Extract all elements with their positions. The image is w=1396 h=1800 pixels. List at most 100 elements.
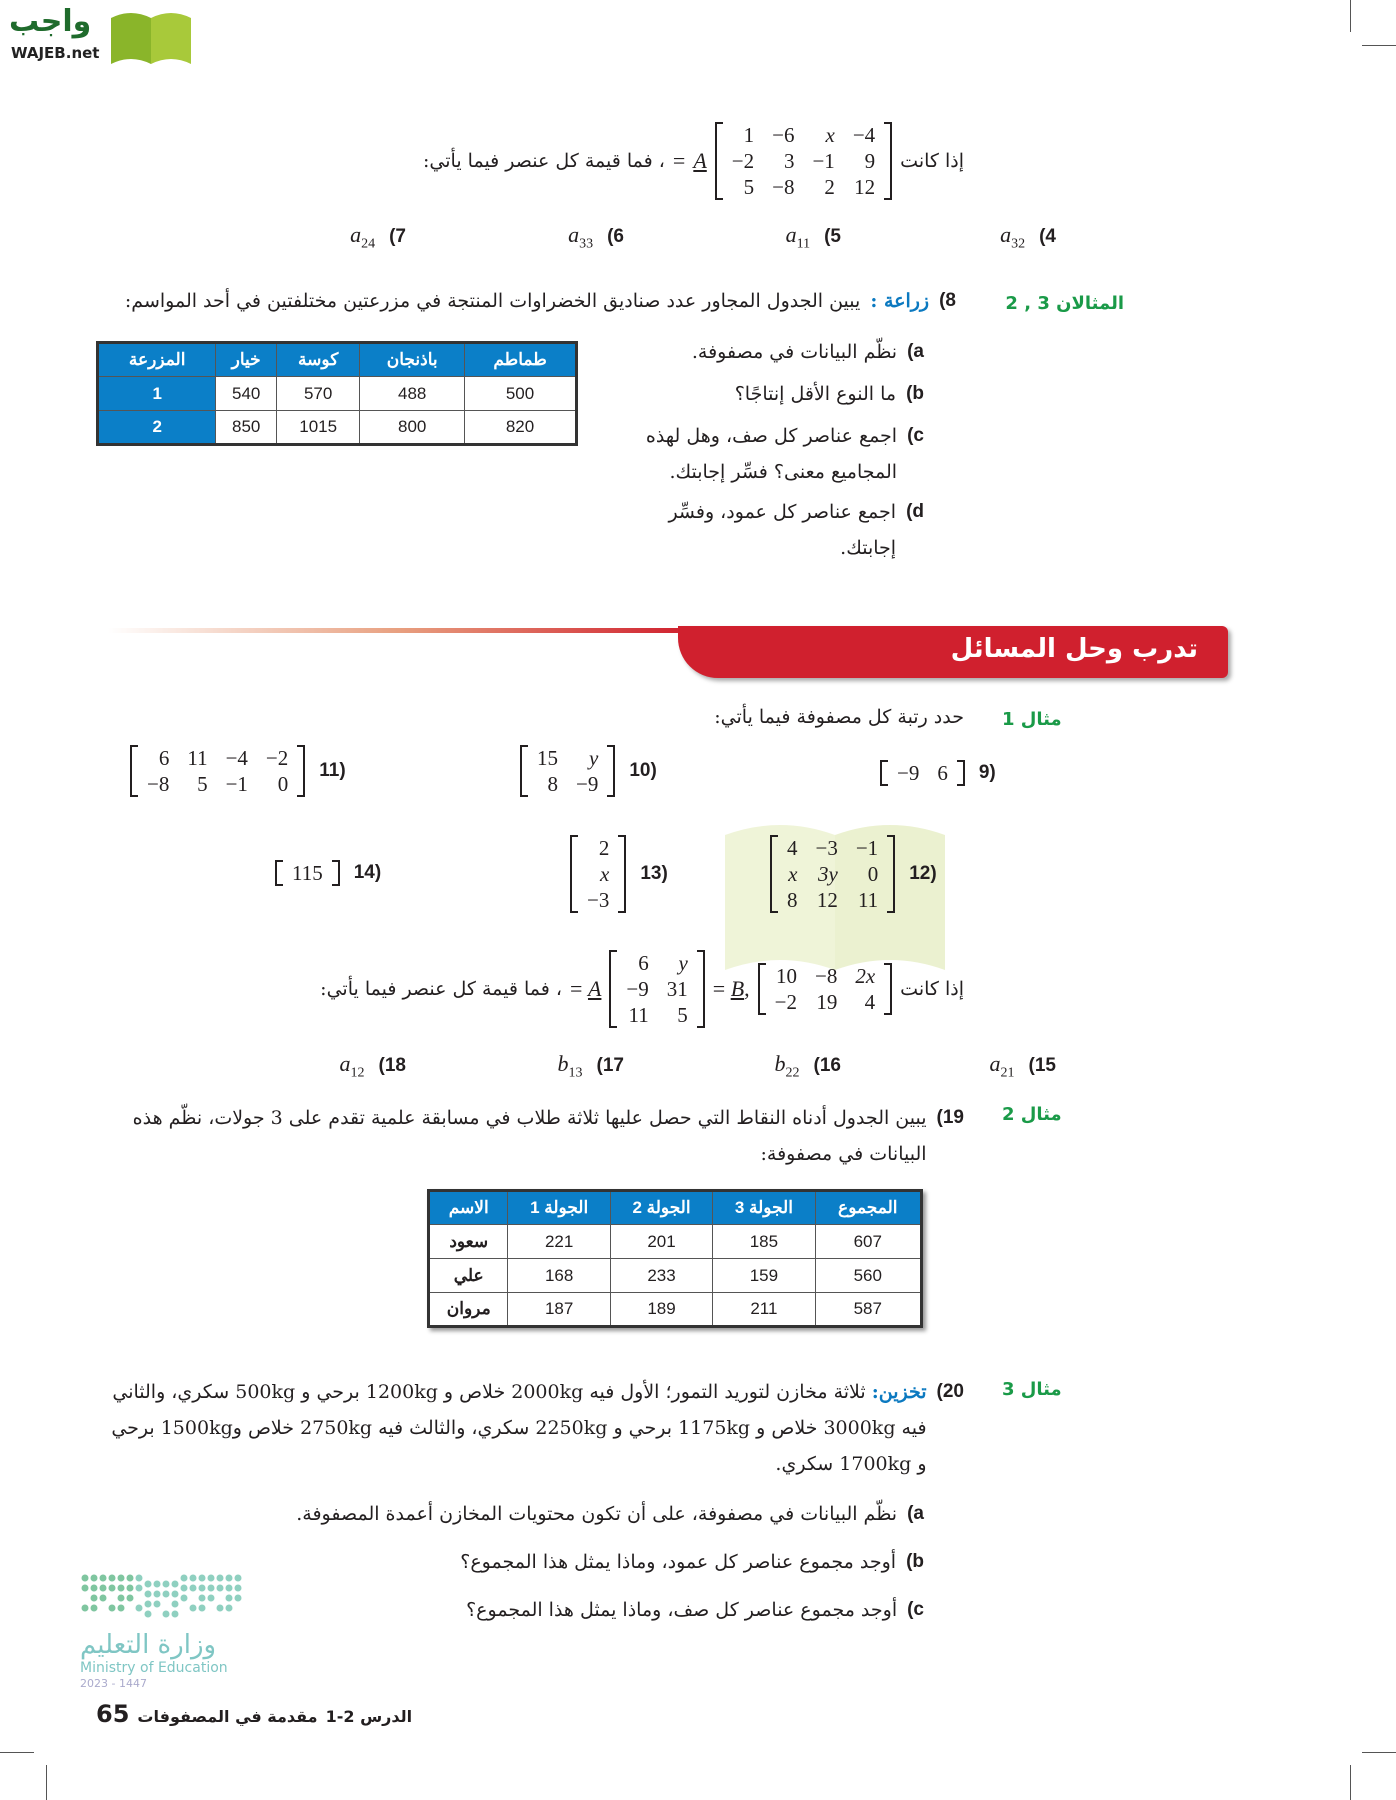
table-cell: 211 [712,1292,816,1327]
table-cell: 587 [814,1292,923,1327]
matrix-cell: 5 [743,175,755,199]
matrix-cell: 6 [937,761,948,785]
dot [180,1584,188,1592]
matrix-cell: x [788,862,798,886]
dot [171,1590,179,1598]
element-var: a [339,1051,351,1076]
dot [99,1594,107,1602]
problem-text: يبين الجدول المجاور عدد صناديق الخضراوات… [124,290,861,312]
table-header: المزرعة [96,342,217,377]
matrix-cell: 19 [816,990,838,1014]
element-var: b [557,1051,569,1076]
element-subscript: 11 [796,236,811,252]
matrix-cell: −2 [731,149,755,173]
exercise-item: 18) a12 [340,1051,406,1081]
part-label: c) [907,1599,924,1620]
problem-text: ثلاثة مخازن لتوريد التمور؛ الأول فيه 200… [111,1381,927,1475]
table-cell: 850 [215,410,278,445]
matrix-cell: −2 [265,746,289,770]
dot [216,1584,224,1592]
element-subscript: 21 [1000,1065,1015,1081]
table-cell: 1015 [276,410,361,445]
part-text: أوجد مجموع عناصر كل عمود، وماذا يمثل هذا… [460,1551,897,1573]
table-cell: 1 [96,376,217,411]
dot [117,1594,125,1602]
table-cell: 800 [359,410,466,445]
dot [189,1604,197,1612]
element-var: a [785,222,797,247]
table-cell: 159 [712,1258,816,1293]
dot [171,1600,179,1608]
dot [171,1610,179,1618]
table-header: كوسة [276,342,361,377]
exercise-item: 5) a11 [786,222,841,252]
dot [153,1580,161,1588]
element-var: a [989,1051,1001,1076]
dot [81,1574,89,1582]
problem-topic: تخزين: [871,1381,927,1403]
item-number: 13) [640,863,668,884]
matrix-a: 1 −6 x −4 −2 3 −1 9 5 −8 2 12 [714,122,893,200]
matrix-cell: 4 [864,990,876,1014]
matrix-cell: 5 [197,772,208,796]
matrix-cell: 115 [292,861,323,885]
page-number: 65 [96,1700,130,1728]
matrix-m11: 6 11 −4 −2 −8 5 −1 0 11) [130,745,346,797]
table-header: الجولة 2 [609,1190,714,1225]
var-b: B [730,976,745,1001]
matrix-cell: −6 [772,123,795,147]
dot [189,1584,197,1592]
item-number: 18) [378,1055,406,1076]
dot [153,1590,161,1598]
matrix-cell: 5 [677,1003,688,1027]
matrix-cell: 2 [598,836,610,860]
intro-suffix: ، فما قيمة كل عنصر فيما يأتي: [320,978,563,1000]
table-cell: 500 [464,376,577,411]
item-number: 11) [319,760,346,781]
dot [198,1584,206,1592]
dot [117,1574,125,1582]
dot [90,1604,98,1612]
table-cell: 221 [507,1224,611,1259]
dot [180,1594,188,1602]
part-text: نظّم البيانات في مصفوفة، على أن تكون محت… [296,1503,898,1525]
dot [162,1590,170,1598]
item-number: 16) [813,1055,841,1076]
part-label: b) [906,383,924,404]
matrix-cell: −9 [897,761,920,785]
problem-8: 8) زراعة : يبين الجدول المجاور عدد صنادي… [56,290,956,312]
matrix-m13: 2 x −3 13) [570,835,668,913]
part-label: b) [906,1551,924,1572]
dot [162,1580,170,1588]
matrix-cell: 6 [638,951,649,975]
part-label: d) [906,501,924,522]
matrix-cell: −1 [812,149,835,173]
table-cell: 168 [507,1258,611,1293]
matrix-cell: 1 [743,123,755,147]
item-number: 9) [978,762,996,783]
matrix-cell: −4 [225,746,248,770]
matrix-m12: 4 −3 −1 x 3y 0 8 12 11 12) [770,835,937,913]
matrix-cell: 11 [628,1003,649,1027]
matrix-cell: 2 [824,175,835,199]
part-text: اجمع عناصر كل صف، وهل لهذه المجاميع معنى… [645,425,898,483]
item-number: 14) [353,862,382,883]
crop-mark [1362,1752,1396,1753]
table-cell: 2 [96,410,217,445]
dot [144,1610,152,1618]
matrix-b: 10 −8 2x −2 19 4 [757,963,893,1015]
matrix-cell: −8 [814,964,838,988]
dot [117,1604,125,1612]
part-label: a) [907,1503,924,1524]
item-number: 6) [607,226,624,247]
dot [180,1574,188,1582]
dot [90,1584,98,1592]
matrix-m9: −9 6 9) [880,760,996,786]
scores-table: الاسم الجولة 1 الجولة 2 الجولة 3 المجموع سعود… [427,1189,923,1328]
dot [198,1574,206,1582]
table-cell: 607 [814,1224,923,1259]
item-number: 10) [629,760,657,781]
dot [234,1574,242,1582]
matrix-cell: −9 [626,977,649,1001]
sub-question: d) اجمع عناصر كل عمود، وفسِّر إجابتك. [624,494,924,566]
